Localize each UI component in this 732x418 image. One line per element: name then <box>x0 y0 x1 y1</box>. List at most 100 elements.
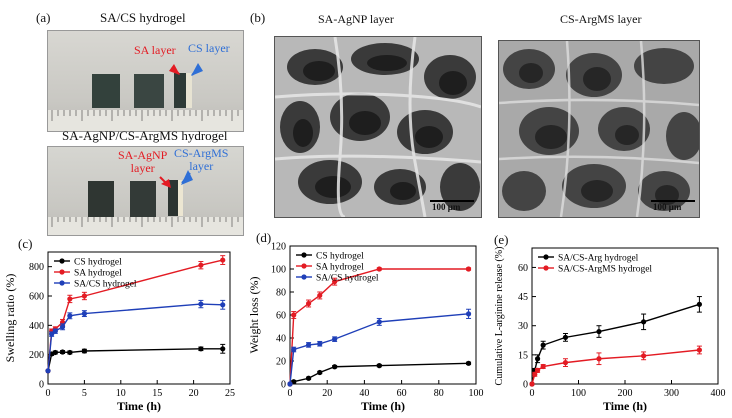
sem-image-cs-argms: 100 μm <box>498 40 700 218</box>
legend-label: SA/CS hydrogel <box>74 280 137 290</box>
legend-marker <box>59 258 65 264</box>
panel-c-label: (c) <box>18 236 33 251</box>
legend-marker <box>59 269 65 275</box>
cs-argms-arrow-icon <box>181 170 193 185</box>
data-point <box>529 381 535 387</box>
legend-label: CS hydrogel <box>316 252 364 262</box>
x-tick-label: 0 <box>46 388 51 399</box>
x-tick-label: 300 <box>664 388 679 399</box>
y-tick-label: 20 <box>276 357 286 368</box>
data-point <box>220 257 226 263</box>
data-point <box>376 363 382 369</box>
x-tick-label: 40 <box>359 388 369 399</box>
data-point <box>287 381 293 387</box>
data-point <box>596 328 602 335</box>
data-point <box>306 342 312 348</box>
data-point <box>540 342 546 348</box>
data-point <box>317 292 323 299</box>
data-point <box>696 347 702 353</box>
x-tick-label: 60 <box>397 388 407 399</box>
data-point <box>52 349 58 356</box>
sa-agnp-label-line1: SA-AgNP <box>118 148 168 162</box>
data-point <box>696 301 702 307</box>
y-tick-label: 60 <box>276 311 286 322</box>
y-tick-label: 100 <box>271 265 286 276</box>
sa-arrow-icon <box>169 64 180 75</box>
data-point <box>306 300 312 307</box>
x-tick-label: 20 <box>189 388 199 399</box>
legend-marker <box>301 252 307 258</box>
x-tick-label: 80 <box>434 388 444 399</box>
data-point <box>291 379 297 385</box>
y-tick-label: 600 <box>29 292 44 303</box>
x-tick-label: 5 <box>82 388 87 399</box>
legend-marker <box>59 280 65 286</box>
sem-image-sa-agnp-drawing <box>275 37 481 217</box>
x-tick-label: 100 <box>469 388 484 399</box>
scale-bar-right <box>651 200 695 202</box>
y-tick-label: 30 <box>518 321 528 332</box>
data-point <box>534 356 541 362</box>
panel-a-label: (a) <box>36 10 51 25</box>
cs-argms-label-line1: CS-ArgMS <box>174 146 229 160</box>
data-point <box>534 367 541 373</box>
plot-frame <box>47 251 231 385</box>
data-point <box>332 364 338 370</box>
series-line <box>531 349 700 385</box>
data-point <box>332 279 338 285</box>
data-point <box>220 302 226 308</box>
data-point <box>67 313 73 319</box>
sem-right-title: CS-ArgMS layer <box>560 12 642 26</box>
scale-label-right: 100 μm <box>653 202 682 212</box>
legend-label: CS hydrogel <box>74 258 122 268</box>
hydrogel-photo-1-drawing <box>48 63 243 131</box>
y-tick-label: 80 <box>276 288 286 299</box>
sem-left-title: SA-AgNP layer <box>318 12 394 26</box>
legend-marker <box>301 263 307 269</box>
data-point <box>59 324 66 330</box>
cs-argms-layer-label: CS-ArgMS layer <box>174 147 228 173</box>
cs-layer-label: CS layer <box>188 41 230 55</box>
y-tick-label: 200 <box>29 350 44 361</box>
y-tick-label: 0 <box>39 380 44 391</box>
data-point <box>81 293 87 299</box>
cs-argms-label-line2: layer <box>189 159 214 173</box>
legend-label: SA/CS hydrogel <box>316 274 379 284</box>
x-tick-label: 200 <box>618 388 633 399</box>
x-tick-label: 100 <box>571 388 586 399</box>
sa-agnp-layer-label: SA-AgNP layer <box>118 149 167 175</box>
data-point <box>291 346 297 353</box>
data-point <box>198 346 204 352</box>
data-point <box>52 328 58 334</box>
series-line <box>47 303 223 371</box>
y-axis-label: Swelling ratio (%) <box>3 274 17 363</box>
sa-agnp-arrow-icon <box>161 179 171 188</box>
scale-label-left: 100 μm <box>432 202 461 212</box>
y-tick-label: 0 <box>523 380 528 391</box>
sa-agnp-label-line2: layer <box>130 161 155 175</box>
chart-weight-loss: 0 20 40 60 80 100 0 20 40 60 80 100 120 Time (h) Weigh… <box>247 242 484 414</box>
chart-arginine-release: 0 100 200 300 400 0 15 30 45 60 Time (h) Cumulative… <box>494 247 726 413</box>
data-point <box>67 349 73 356</box>
data-point <box>376 266 382 272</box>
x-tick-label: 0 <box>530 388 535 399</box>
x-axis-label: Time (h) <box>603 399 647 413</box>
hydrogel-photo-2: SA-AgNP layer CS-ArgMS layer <box>47 146 244 236</box>
data-point <box>376 319 382 325</box>
data-point <box>306 375 312 381</box>
y-tick-label: 400 <box>29 321 44 332</box>
legend-marker <box>543 254 549 260</box>
hydrogel-photo-2-drawing <box>48 170 243 235</box>
legend-label: SA hydrogel <box>316 263 364 273</box>
x-tick-label: 15 <box>152 388 162 399</box>
data-point <box>532 371 538 377</box>
x-tick-label: 400 <box>711 388 726 399</box>
y-axis-label: Weight loss (%) <box>247 276 261 353</box>
y-tick-label: 15 <box>518 350 528 361</box>
data-point <box>465 311 472 317</box>
sa-layer-label: SA layer <box>134 43 176 57</box>
data-point <box>562 334 569 340</box>
x-tick-label: 10 <box>116 388 126 399</box>
x-tick-label: 25 <box>225 388 235 399</box>
panel-e-label: (e) <box>494 232 509 247</box>
